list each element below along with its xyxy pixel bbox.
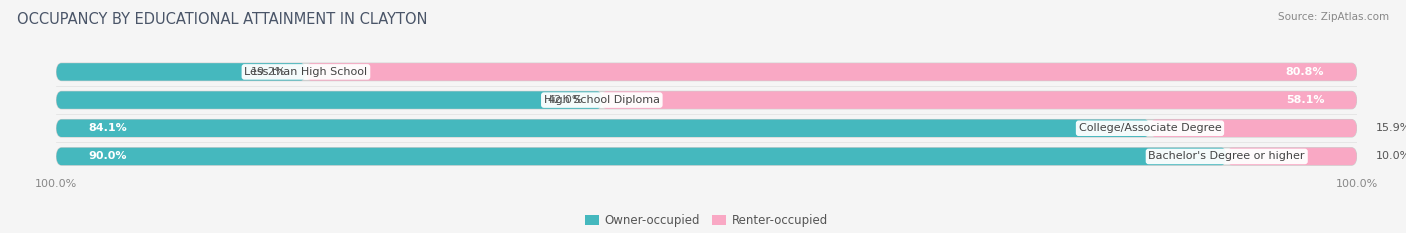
Text: College/Associate Degree: College/Associate Degree (1078, 123, 1222, 133)
Text: 42.0%: 42.0% (547, 95, 583, 105)
FancyBboxPatch shape (1226, 148, 1357, 165)
FancyBboxPatch shape (56, 91, 1357, 109)
FancyBboxPatch shape (602, 91, 1357, 109)
FancyBboxPatch shape (56, 120, 1357, 137)
Legend: Owner-occupied, Renter-occupied: Owner-occupied, Renter-occupied (579, 209, 834, 232)
FancyBboxPatch shape (56, 91, 603, 109)
FancyBboxPatch shape (56, 120, 1150, 137)
Text: Less than High School: Less than High School (245, 67, 367, 77)
Text: 19.2%: 19.2% (250, 67, 287, 77)
Text: 84.1%: 84.1% (89, 123, 128, 133)
Text: OCCUPANCY BY EDUCATIONAL ATTAINMENT IN CLAYTON: OCCUPANCY BY EDUCATIONAL ATTAINMENT IN C… (17, 12, 427, 27)
Text: Source: ZipAtlas.com: Source: ZipAtlas.com (1278, 12, 1389, 22)
FancyBboxPatch shape (56, 148, 1357, 165)
Text: 90.0%: 90.0% (89, 151, 128, 161)
Text: 80.8%: 80.8% (1285, 67, 1324, 77)
Text: 10.0%: 10.0% (1376, 151, 1406, 161)
FancyBboxPatch shape (307, 63, 1357, 81)
FancyBboxPatch shape (1150, 120, 1357, 137)
Text: 15.9%: 15.9% (1376, 123, 1406, 133)
FancyBboxPatch shape (56, 148, 1226, 165)
Text: High School Diploma: High School Diploma (544, 95, 659, 105)
Text: 58.1%: 58.1% (1285, 95, 1324, 105)
FancyBboxPatch shape (56, 63, 1357, 81)
Text: Bachelor's Degree or higher: Bachelor's Degree or higher (1149, 151, 1305, 161)
FancyBboxPatch shape (56, 63, 307, 81)
